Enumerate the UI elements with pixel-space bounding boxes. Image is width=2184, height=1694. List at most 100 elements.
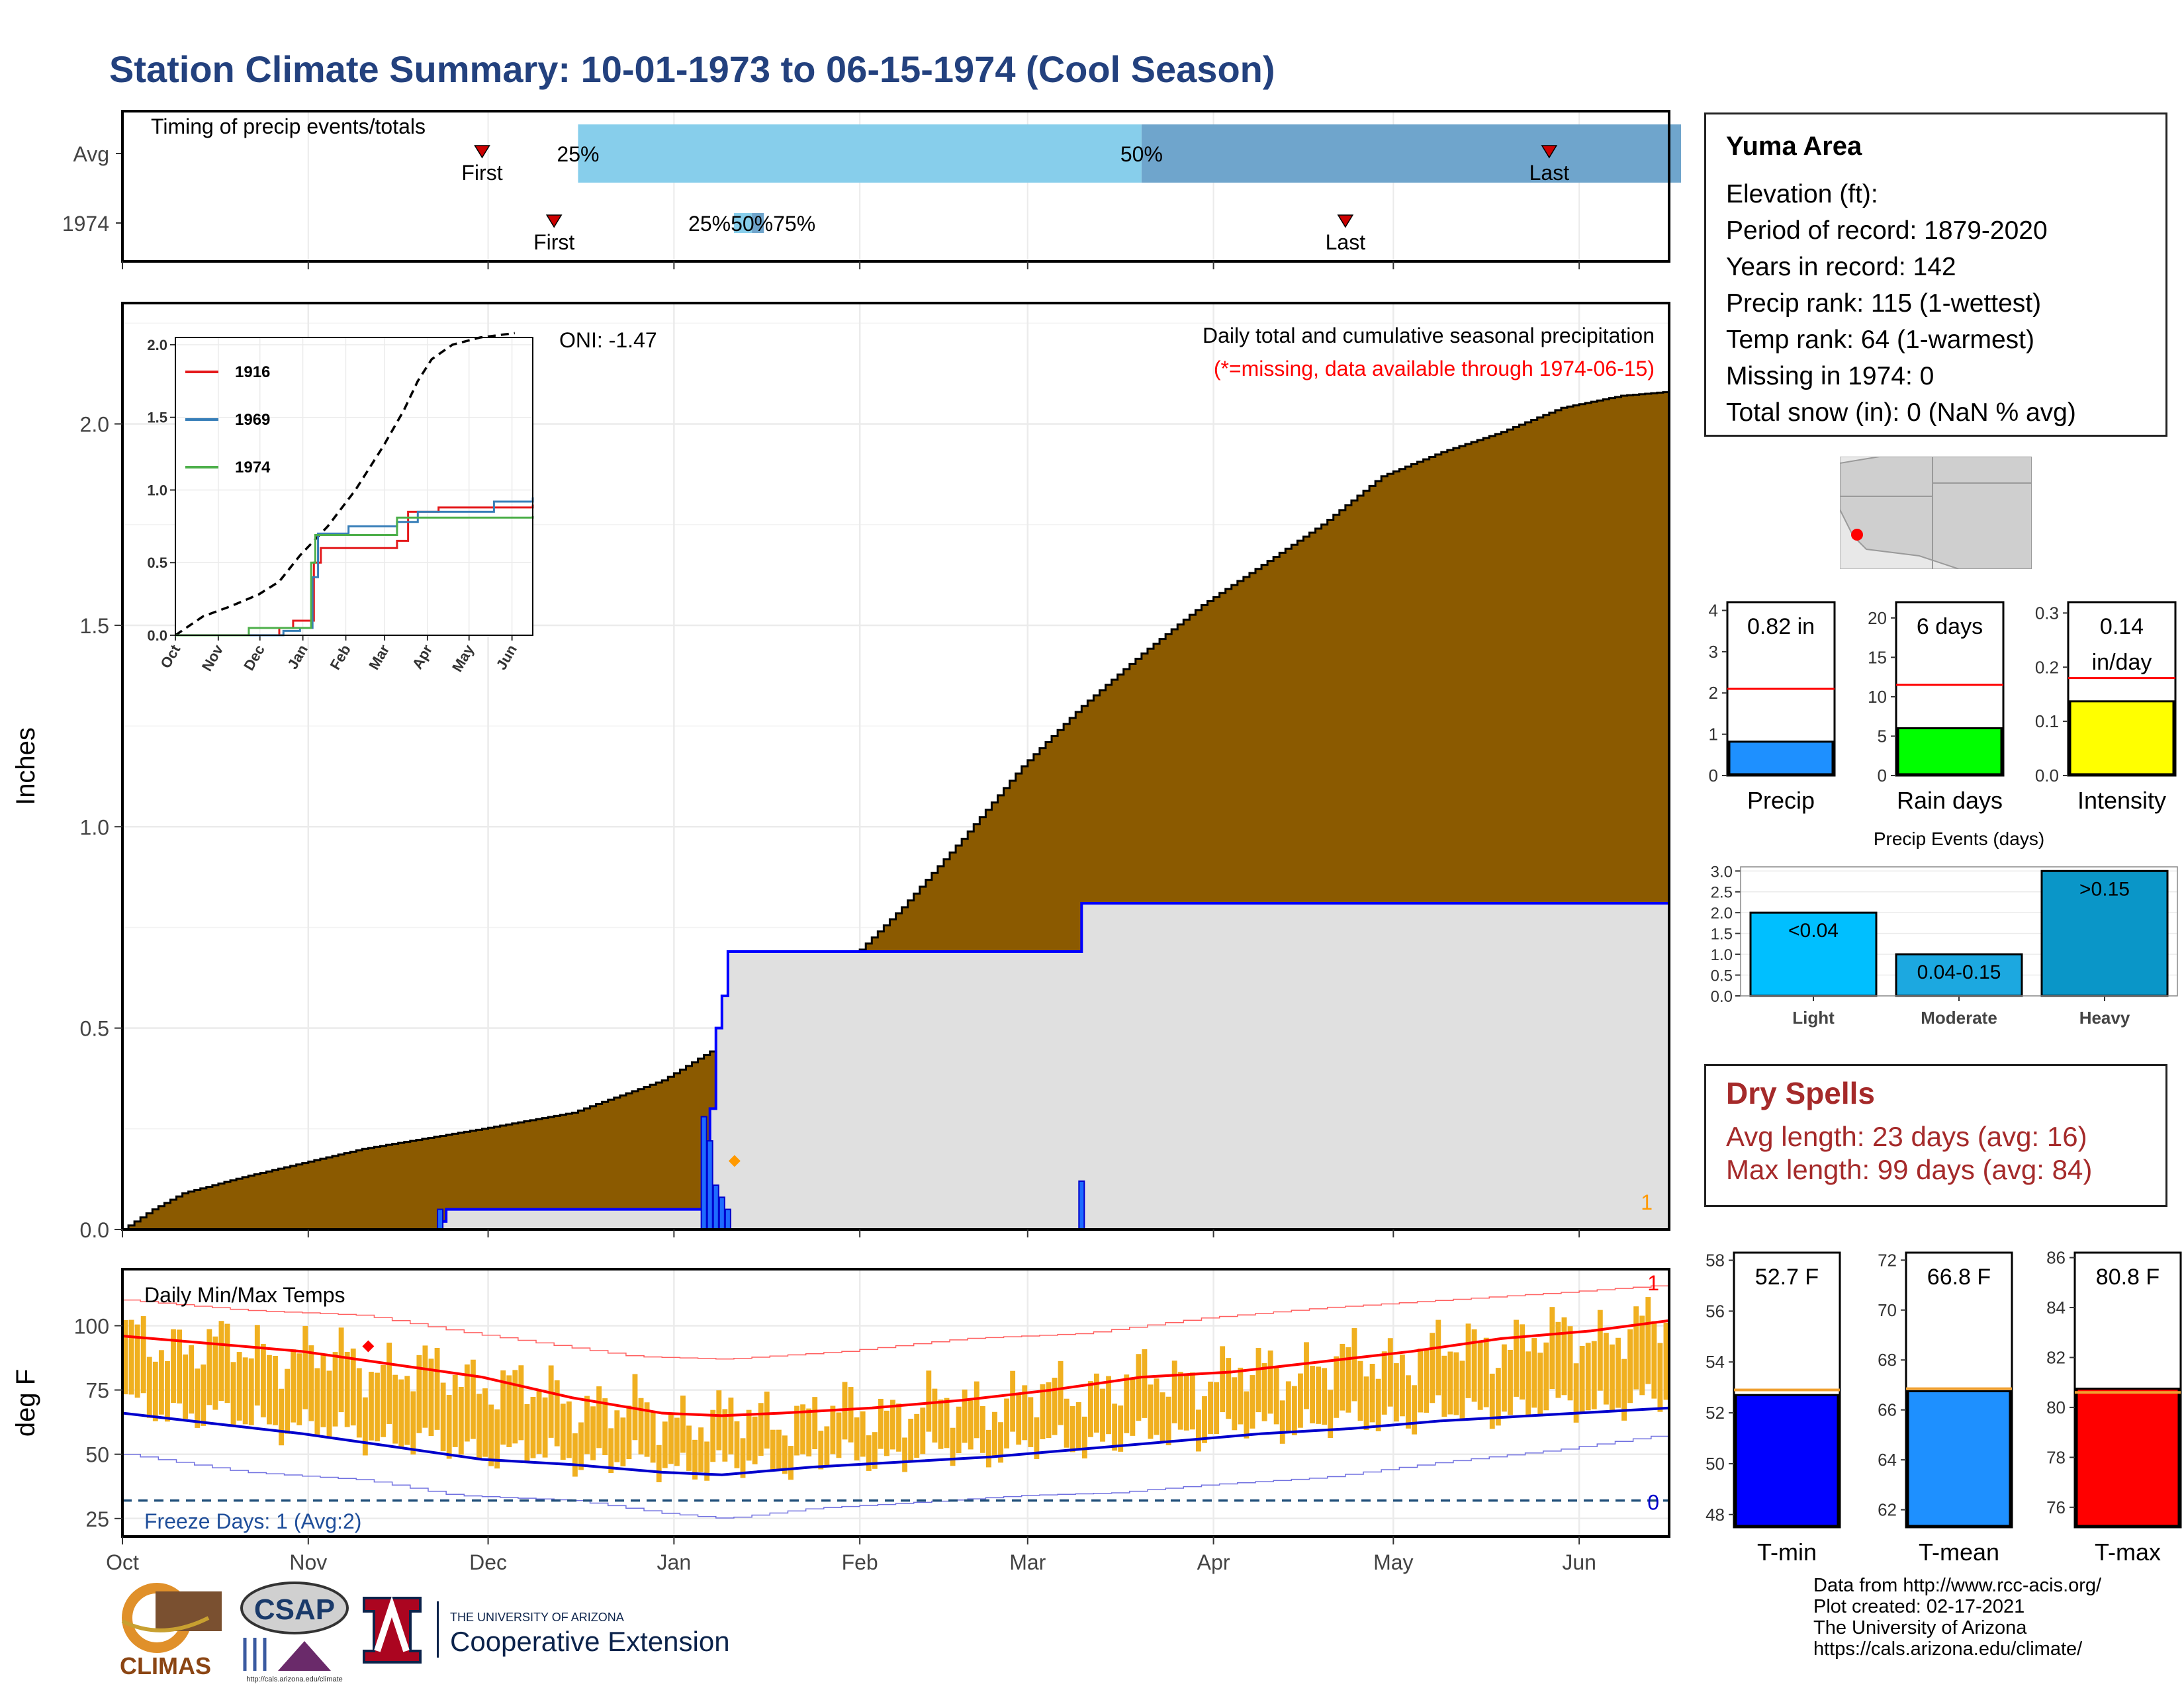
temps-daily-bar [1285,1381,1291,1433]
inset-legend-label: 1969 [235,411,270,429]
temps-daily-bar [698,1427,704,1472]
temps-daily-bar [470,1359,476,1439]
temps-daily-bar [1399,1355,1405,1417]
temps-daily-bar [416,1355,422,1433]
summary-bar-y-tick-label: 4 [1709,600,1718,620]
summary-bar-y-tick-label: 10 [1868,687,1887,707]
temps-daily-bar [1610,1344,1615,1412]
page-title: Station Climate Summary: 10-01-1973 to 0… [109,48,1275,90]
summary-bar-label: Rain days [1897,787,2003,814]
inset-avg-dashed [175,332,516,637]
summary-bar-y-tick-label: 50 [1706,1454,1725,1474]
temps-daily-bar [1094,1373,1099,1433]
temps-daily-bar [488,1404,494,1466]
temps-daily-bar [140,1316,146,1394]
temps-daily-bar [1591,1341,1597,1409]
timing-last-label: Last [1529,161,1570,185]
temps-daily-bar [662,1421,668,1468]
temps-daily-bar [1406,1375,1411,1429]
temps-daily-bar [1520,1324,1525,1400]
summary-bar-y-tick-label: 72 [1878,1250,1897,1270]
temps-daily-bar [512,1370,518,1444]
temps-daily-bar [1585,1343,1591,1411]
temps-daily-bar [854,1417,860,1461]
temps-y-tick-label: 100 [74,1314,109,1338]
temps-daily-bar [1645,1297,1651,1384]
temps-daily-bar [902,1437,908,1472]
summary-bar-y-tick-label: 2 [1709,683,1718,703]
summary-bar-label: Precip [1747,787,1815,814]
temps-daily-bar [1363,1376,1369,1431]
temps-daily-bar [824,1426,830,1467]
events-bar [2040,869,2169,997]
temps-daily-bar [1087,1381,1093,1437]
temps-daily-bar [446,1395,452,1459]
dry-spells-title: Dry Spells [1726,1076,1875,1110]
temps-daily-bar [375,1372,380,1442]
temps-daily-bar [1304,1342,1309,1409]
temps-min-count: 0 [1647,1491,1659,1515]
station-snow: Total snow (in): 0 (NaN % avg) [1726,398,2076,427]
station-years: Years in record: 142 [1726,253,1956,281]
temps-daily-bar [410,1391,416,1455]
temps-daily-bar [381,1365,386,1437]
timing-box-50-75 [752,213,764,233]
timing-pct-label-1974: 25%50%75% [688,212,815,236]
temps-daily-bar [1663,1322,1669,1400]
credit-data-source: Data from http://www.rcc-acis.org/ [1813,1575,2102,1596]
temps-daily-bar [266,1355,272,1425]
temps-daily-bar [1375,1378,1381,1431]
temps-daily-bar [1148,1384,1154,1439]
temps-daily-bar [195,1368,201,1428]
temps-daily-bar [1657,1343,1663,1412]
temps-daily-bar [1424,1349,1430,1413]
temps-daily-bar [296,1353,302,1425]
inset-x-tick-label: Mar [365,642,392,673]
temps-daily-bar [1627,1329,1633,1404]
temps-daily-bar [1393,1363,1399,1422]
temps-daily-bar [1052,1378,1058,1435]
timing-row-label: 1974 [62,212,109,236]
temps-daily-bar [950,1427,956,1466]
temps-daily-bar [177,1329,182,1404]
temps-daily-bar [866,1435,872,1471]
precip-oni-label: ONI: -1.47 [559,328,657,352]
inset-x-tick-label: May [449,641,477,674]
temps-daily-bar [1639,1315,1645,1396]
timing-first-label: First [461,161,502,185]
temps-daily-bar [1483,1337,1489,1407]
station-period: Period of record: 1879-2020 [1726,216,2048,245]
temps-daily-bar [1381,1351,1387,1415]
events-bar-label: <0.04 [1788,920,1839,942]
temps-daily-bar [206,1329,212,1405]
temps-x-tick-label: Jan [657,1550,692,1574]
temps-daily-bar [398,1379,404,1447]
temps-daily-bar [165,1360,170,1422]
temps-daily-bar [1418,1348,1424,1413]
temps-daily-bar [1058,1360,1064,1425]
precip-plot-border [121,302,1670,1231]
temps-daily-bar [548,1365,554,1438]
temps-daily-bar [758,1403,764,1456]
temps-freeze-label: Freeze Days: 1 (Avg:2) [144,1509,361,1533]
temps-daily-bar [974,1381,979,1439]
temps-daily-bar [644,1402,650,1457]
temps-daily-bar [1232,1377,1238,1431]
temps-daily-bar [596,1386,602,1449]
temps-daily-bar [680,1396,686,1453]
timing-row-label: Avg [73,142,109,166]
temps-y-tick-label: 75 [85,1379,109,1403]
temps-daily-bar [189,1345,195,1414]
precip-annotation-missing: (*=missing, data available through 1974-… [1214,357,1655,380]
csap-logo-text: CSAP [254,1593,335,1626]
ua-logo: THE UNIVERSITY OF ARIZONA Cooperative Ex… [363,1595,730,1664]
temps-daily-bar [1130,1379,1136,1436]
temps-daily-bar [962,1389,968,1443]
temps-daily-bar [1567,1326,1573,1401]
temps-x-tick-label: Apr [1197,1550,1230,1574]
temps-daily-bar [1465,1323,1471,1398]
temps-daily-bar [506,1375,512,1447]
temps-daily-bar [716,1390,722,1450]
inset-y-tick-label: 0.0 [147,627,167,644]
summary-bars: 0.82 in 0 1 2 3 4 Precip 6 days 0 5 10 15 20 Rain day… [1706,600,2182,1566]
